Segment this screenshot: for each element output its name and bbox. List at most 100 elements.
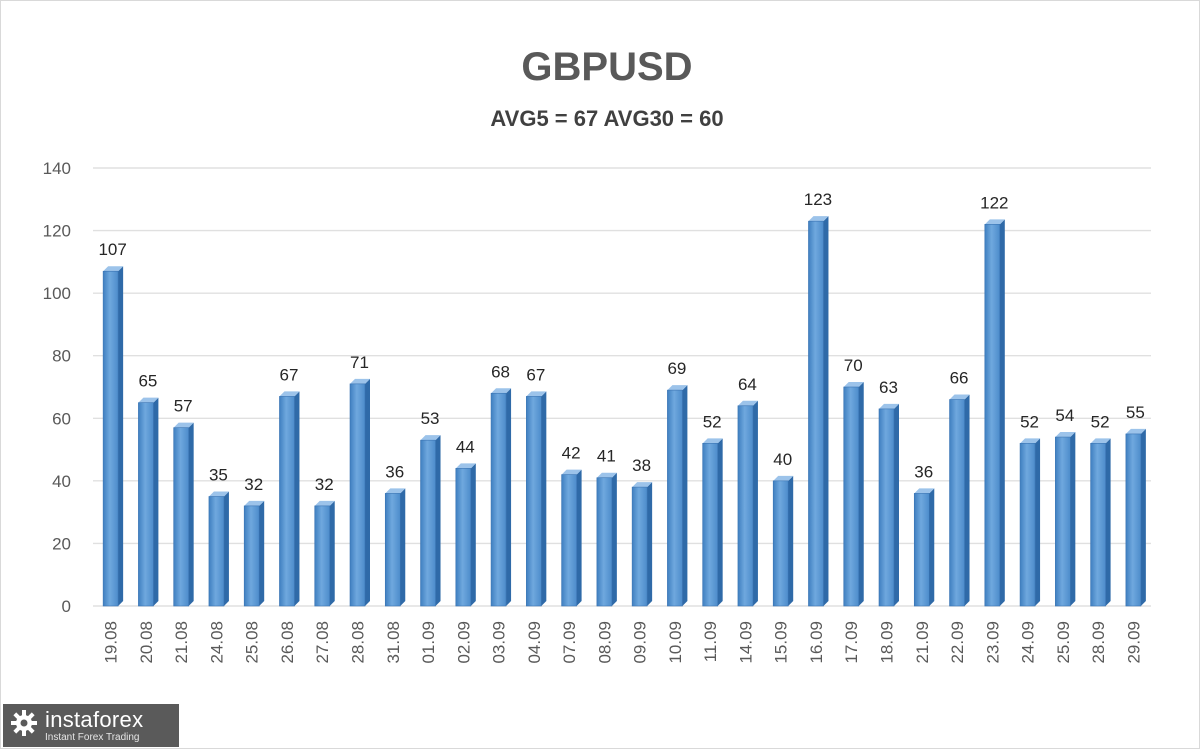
bar-front	[737, 405, 754, 607]
bar-top	[1090, 438, 1111, 444]
bar	[667, 385, 688, 607]
bar-top	[420, 435, 441, 441]
bar-front	[490, 392, 507, 607]
data-label: 54	[1055, 406, 1074, 425]
bar-top	[1055, 432, 1076, 438]
bar-side	[223, 491, 229, 606]
bar	[984, 219, 1005, 607]
bar-side	[506, 388, 512, 606]
x-tick-label: 14.09	[736, 621, 755, 664]
bar-top	[244, 500, 265, 506]
bar-front	[913, 493, 930, 607]
bar-side	[118, 266, 124, 606]
bar	[843, 382, 864, 607]
bar-side	[788, 475, 794, 606]
data-label: 52	[1020, 412, 1039, 431]
bar	[243, 500, 265, 607]
bar-side	[365, 378, 370, 606]
bar	[913, 488, 935, 607]
bar-top	[879, 403, 899, 409]
data-label: 70	[844, 356, 863, 375]
bar-top	[702, 438, 723, 444]
bar-side	[1105, 438, 1111, 606]
bar	[138, 397, 159, 607]
x-tick-label: 11.09	[701, 621, 720, 662]
data-label: 35	[209, 466, 228, 485]
bar-top	[208, 491, 229, 497]
data-label: 40	[773, 450, 792, 469]
bar-front	[808, 220, 824, 607]
bar-top	[808, 216, 829, 222]
bar-side	[294, 391, 300, 606]
bar-front	[631, 486, 648, 607]
bar-side	[188, 422, 194, 606]
bar-side	[964, 394, 970, 606]
data-label: 36	[914, 462, 933, 481]
bar-top	[455, 463, 476, 469]
bar	[772, 475, 794, 607]
bar	[208, 491, 229, 607]
data-label: 41	[597, 447, 616, 466]
bar-side	[153, 397, 159, 606]
data-label: 52	[1091, 412, 1110, 431]
bar-front	[455, 468, 472, 607]
x-tick-label: 01.09	[419, 621, 438, 664]
bar-side	[576, 469, 582, 606]
bar-top	[350, 378, 370, 384]
y-tick-label: 20	[52, 534, 71, 553]
x-tick-label: 29.09	[1124, 621, 1143, 664]
x-tick-label: 20.08	[137, 621, 156, 664]
bar-top	[632, 482, 653, 488]
bar	[737, 400, 758, 607]
data-label: 52	[703, 412, 722, 431]
data-label: 57	[174, 397, 193, 416]
x-tick-label: 22.09	[948, 621, 967, 664]
data-label: 64	[738, 375, 757, 394]
y-tick-label: 60	[52, 409, 71, 428]
bar-top	[385, 488, 406, 494]
bar-front	[949, 399, 965, 607]
bar	[173, 422, 194, 607]
chart-title: GBPUSD	[521, 45, 692, 89]
bar-side	[823, 216, 829, 606]
bar	[596, 472, 617, 607]
bar-side	[752, 400, 758, 606]
bar-side	[470, 463, 476, 606]
y-tick-label: 40	[52, 472, 71, 491]
bar-front	[349, 383, 366, 607]
bar	[384, 488, 406, 607]
data-label: 123	[804, 190, 832, 209]
bar-front	[420, 439, 436, 607]
bar-front	[243, 505, 260, 607]
data-label: 36	[385, 462, 404, 481]
bar-side	[435, 435, 441, 606]
bar-front	[667, 389, 683, 607]
bar	[455, 463, 476, 607]
bar-front	[1019, 443, 1036, 607]
bar-front	[843, 386, 860, 607]
bar-top	[138, 397, 159, 403]
bar-front	[772, 480, 789, 607]
data-label: 53	[421, 409, 440, 428]
x-tick-label: 23.09	[983, 621, 1002, 664]
data-label: 68	[491, 362, 510, 381]
data-label: 69	[667, 359, 686, 378]
data-label: 67	[526, 365, 545, 384]
x-tick-label: 18.09	[878, 621, 897, 664]
x-tick-label: 17.09	[842, 621, 861, 664]
x-tick-label: 21.09	[913, 621, 932, 664]
data-label: 32	[315, 475, 334, 494]
bar-side	[329, 500, 335, 606]
data-label: 38	[632, 456, 651, 475]
bar	[1090, 438, 1111, 607]
bars	[102, 216, 1146, 607]
bar	[526, 391, 547, 607]
bar-front	[878, 408, 895, 607]
bar-side	[400, 488, 406, 606]
data-label: 63	[879, 378, 898, 397]
x-tick-label: 10.09	[666, 621, 685, 664]
bar-side	[1140, 428, 1146, 606]
x-tick-label: 07.09	[560, 621, 579, 664]
bar-front	[314, 505, 331, 607]
